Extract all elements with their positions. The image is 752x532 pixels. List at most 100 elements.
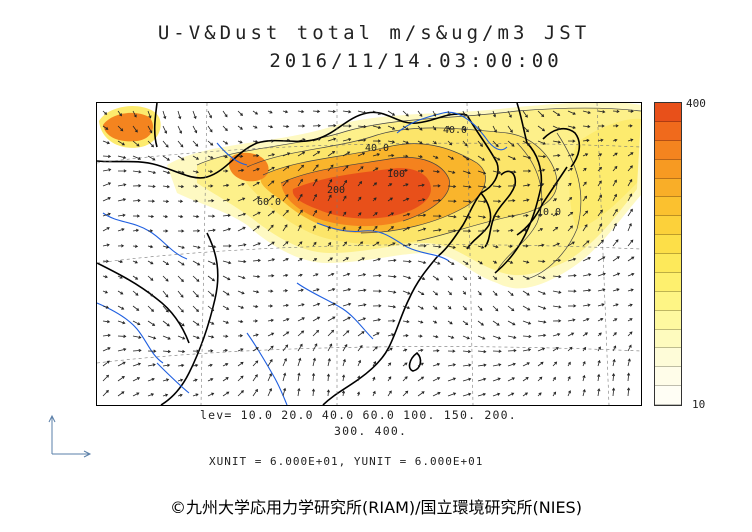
- wind-arrow: [552, 376, 556, 382]
- wind-arrow: [267, 125, 274, 129]
- wind-arrow: [357, 344, 363, 352]
- wind-arrow: [627, 222, 632, 232]
- wind-arrow: [372, 182, 378, 187]
- wind-arrow: [312, 124, 321, 128]
- wind-arrow: [207, 214, 216, 218]
- wind-arrow: [462, 125, 466, 132]
- wind-arrow: [612, 152, 618, 157]
- vector-units: XUNIT = 6.000E+01, YUNIT = 6.000E+01: [209, 455, 484, 468]
- wind-arrow: [342, 316, 351, 322]
- wind-arrow: [432, 290, 439, 296]
- wind-arrow: [372, 153, 381, 157]
- wind-arrow: [462, 392, 472, 397]
- wind-arrow: [117, 334, 127, 338]
- wind-arrow: [477, 170, 487, 175]
- wind-arrow: [177, 393, 183, 397]
- wind-arrow: [297, 138, 306, 142]
- wind-arrow: [612, 222, 617, 232]
- wind-arrow: [387, 168, 394, 172]
- contour-label: 200: [327, 185, 345, 196]
- wind-arrow: [192, 229, 201, 233]
- wind-arrow: [387, 125, 396, 130]
- color-scale-step: [655, 235, 681, 254]
- wind-arrow: [132, 290, 139, 296]
- wind-arrow: [597, 209, 603, 217]
- wind-arrow: [297, 224, 302, 232]
- wind-arrow: [327, 343, 333, 352]
- wind-arrow: [552, 125, 561, 131]
- wind-arrow: [177, 184, 185, 189]
- wind-arrow: [627, 288, 634, 292]
- wind-arrow: [282, 358, 287, 367]
- wind-arrow: [582, 332, 588, 337]
- wind-arrow: [207, 155, 214, 159]
- wind-arrow: [597, 303, 605, 307]
- wind-arrow: [372, 304, 382, 308]
- wind-arrow: [311, 372, 316, 382]
- wind-arrow: [267, 180, 275, 187]
- wind-arrow: [147, 393, 155, 397]
- wind-arrow: [447, 184, 457, 189]
- wind-arrow: [252, 347, 259, 352]
- color-scale-step: [655, 159, 681, 179]
- wind-arrow: [252, 274, 261, 279]
- wind-arrow: [447, 110, 451, 117]
- wind-arrow: [567, 225, 573, 232]
- wind-arrow: [372, 332, 380, 337]
- wind-arrow: [312, 316, 321, 322]
- wind-arrow: [477, 377, 487, 382]
- wind-arrow: [117, 183, 127, 187]
- wind-arrow: [477, 125, 482, 133]
- wind-arrow: [582, 346, 587, 352]
- wind-arrow: [327, 302, 336, 307]
- wind-arrow: [357, 257, 366, 262]
- wind-arrow: [492, 125, 497, 133]
- wind-arrow: [267, 224, 274, 232]
- wind-arrow: [402, 390, 409, 397]
- wind-arrow: [507, 392, 515, 397]
- wind-arrow: [567, 197, 573, 202]
- wind-arrow: [207, 140, 214, 146]
- wind-arrow: [492, 305, 499, 312]
- wind-arrow: [297, 357, 302, 367]
- wind-arrow: [326, 373, 331, 382]
- wind-arrow: [537, 392, 542, 397]
- wind-arrow: [387, 183, 393, 187]
- wind-arrow: [417, 348, 424, 352]
- wind-arrow: [462, 275, 468, 281]
- wind-arrow: [117, 260, 124, 264]
- wind-arrow: [327, 179, 333, 187]
- wind-arrow: [102, 320, 111, 324]
- wind-arrow: [132, 155, 142, 160]
- wind-arrow: [612, 193, 617, 202]
- wind-arrow: [357, 166, 364, 172]
- wind-arrow: [507, 184, 517, 188]
- wind-arrow: [162, 320, 170, 327]
- contour-label: 100: [387, 169, 405, 180]
- wind-arrow: [462, 155, 470, 161]
- wind-arrow: [237, 140, 243, 144]
- wind-arrow: [552, 319, 562, 323]
- wind-arrow: [356, 391, 361, 397]
- wind-arrow: [162, 335, 171, 340]
- wind-arrow: [132, 392, 140, 397]
- wind-arrow: [177, 199, 184, 203]
- wind-arrow: [341, 374, 346, 382]
- wind-arrow: [492, 275, 498, 280]
- wind-arrow: [162, 275, 169, 282]
- wind-arrow: [417, 125, 423, 131]
- wind-arrow: [297, 330, 305, 337]
- wind-arrow: [612, 208, 618, 217]
- wind-arrow: [462, 170, 471, 175]
- axis-orientation-icon: [48, 414, 92, 458]
- wind-arrow: [597, 180, 602, 187]
- wind-arrow: [282, 257, 289, 262]
- wind-arrow: [552, 347, 559, 352]
- wind-arrow: [192, 110, 197, 120]
- wind-arrow: [402, 140, 410, 144]
- wind-arrow: [582, 317, 590, 322]
- wind-arrow: [462, 229, 472, 233]
- wind-arrow: [447, 392, 457, 397]
- wind-arrow: [237, 182, 245, 187]
- wind-arrow: [177, 290, 184, 298]
